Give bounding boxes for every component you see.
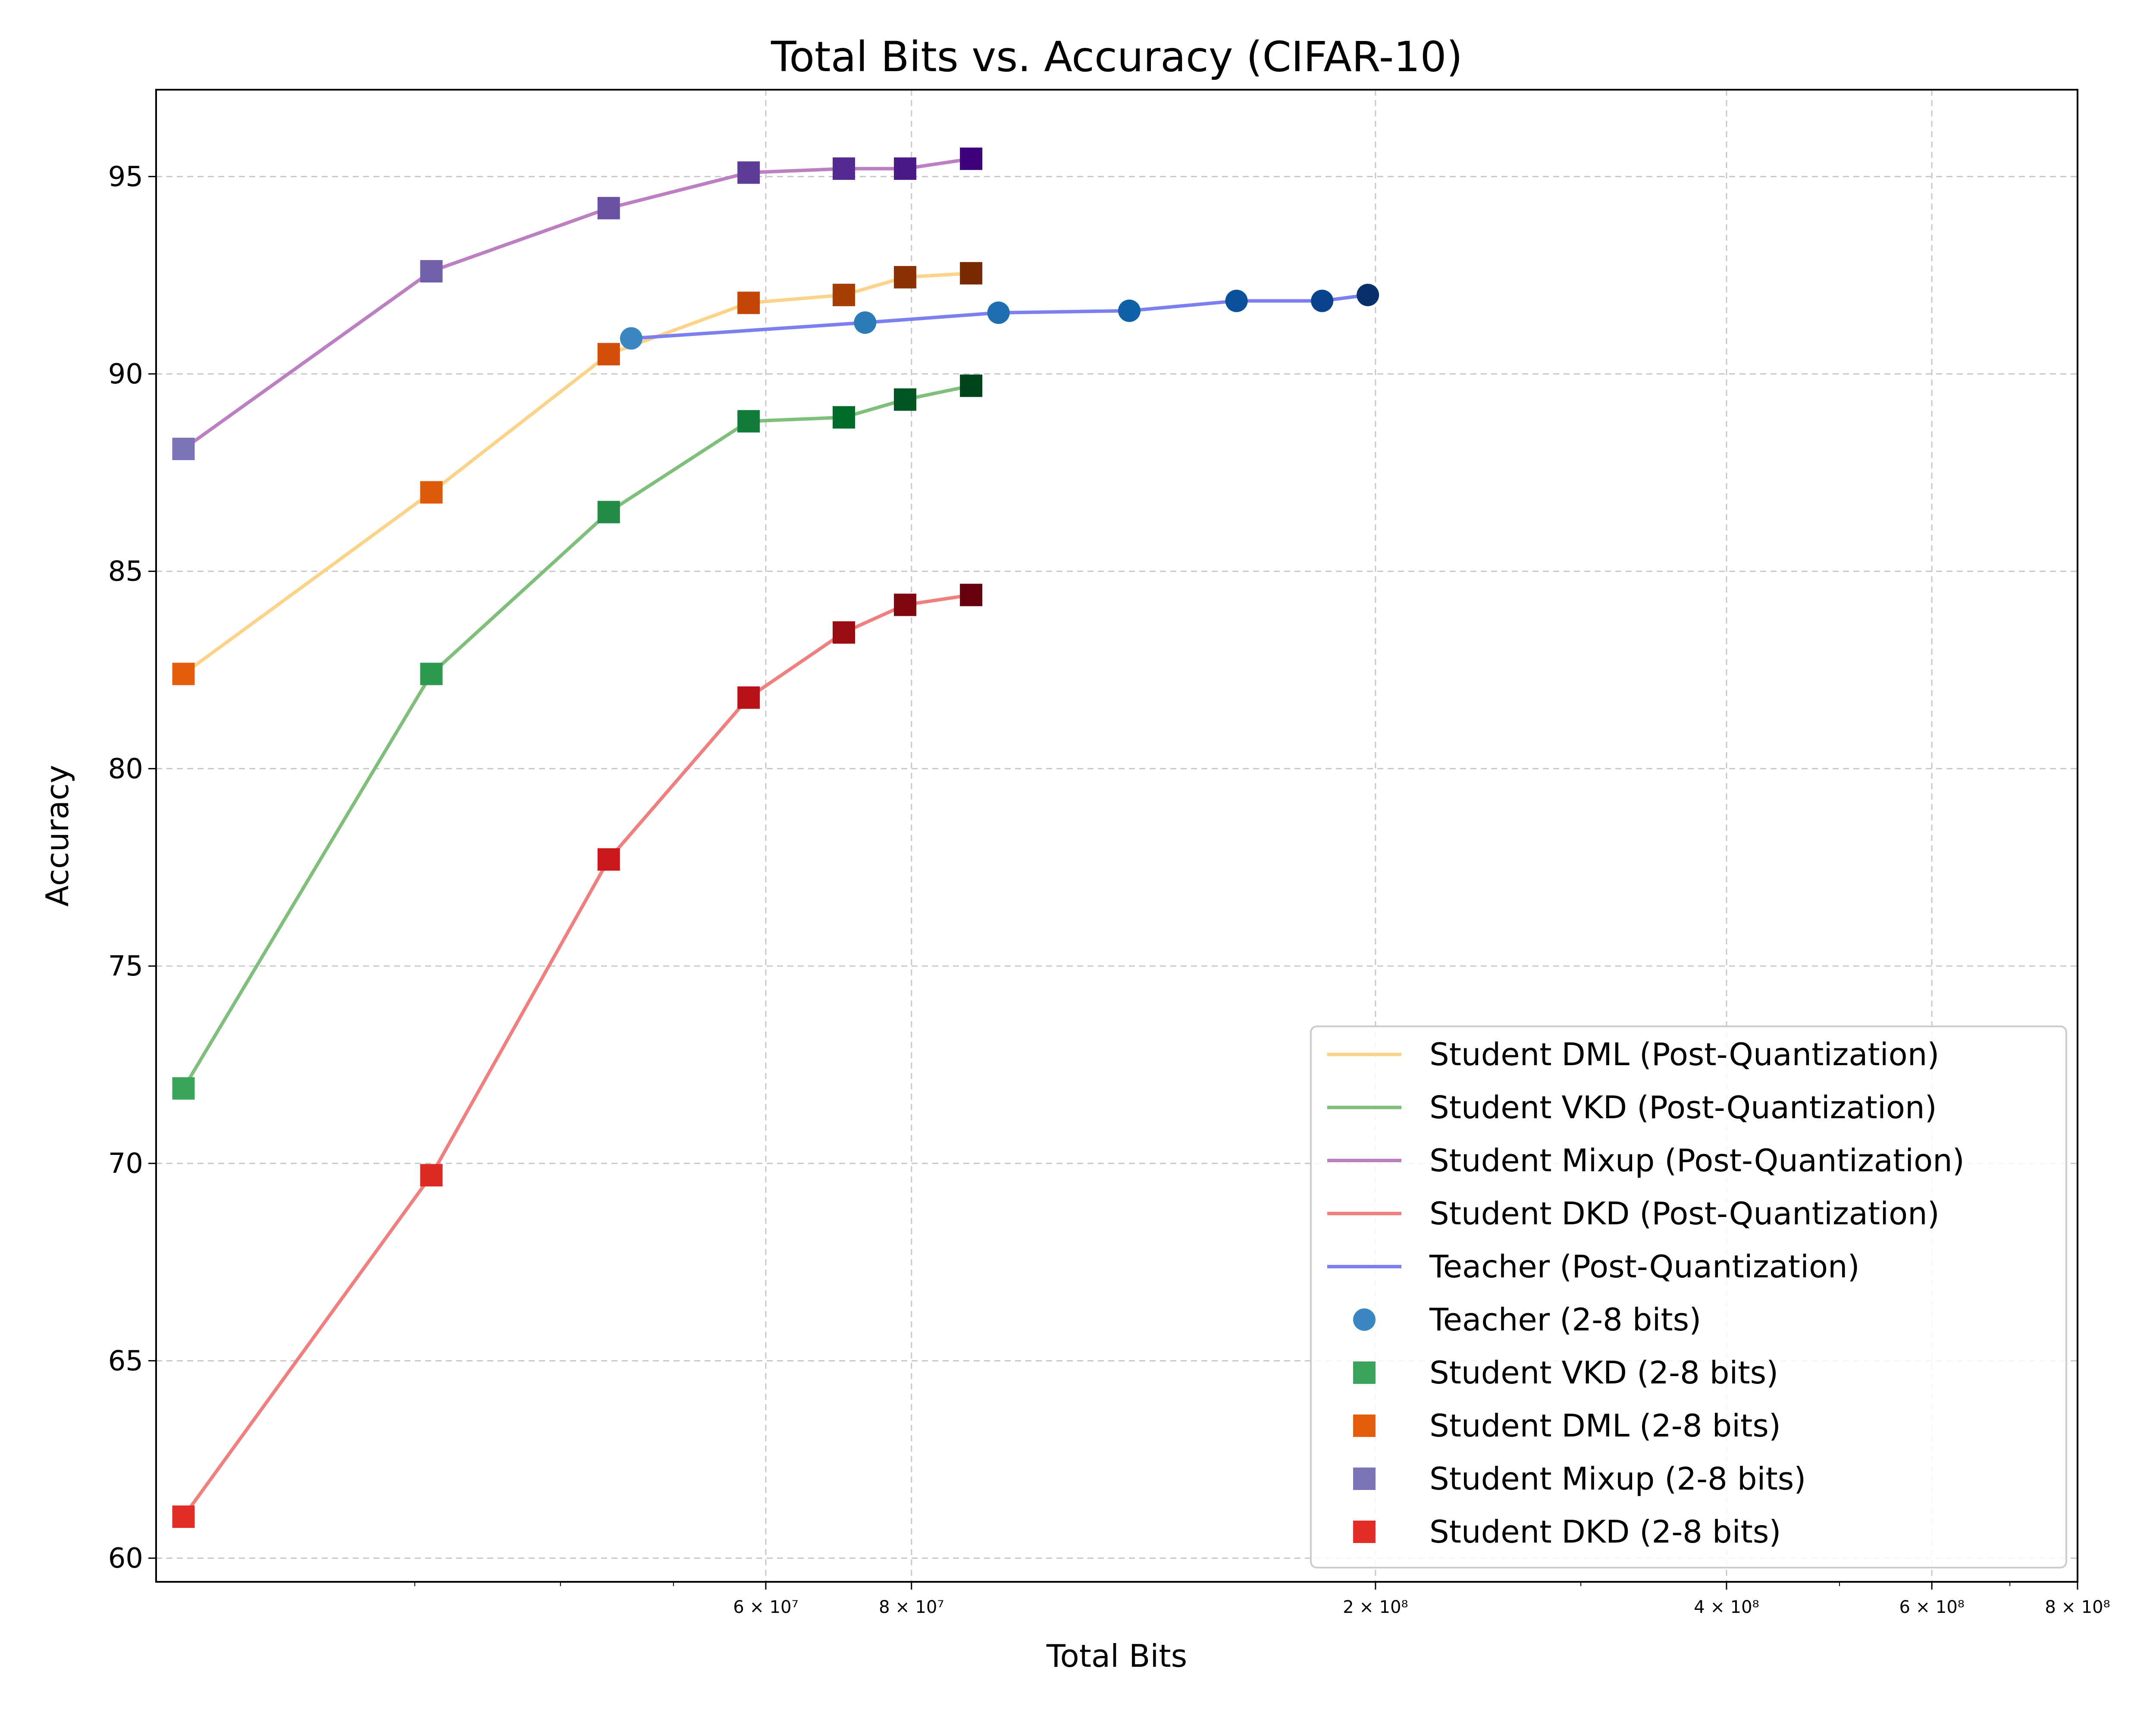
y-axis-label: Accuracy xyxy=(39,765,75,907)
data-point xyxy=(172,437,195,460)
legend-label: Teacher (Post-Quantization) xyxy=(1429,1248,1860,1285)
x-tick-label: 8 × 10⁷ xyxy=(879,1597,944,1617)
legend-label: Student DKD (2-8 bits) xyxy=(1429,1514,1781,1550)
x-tick-label: 6 × 10⁷ xyxy=(733,1597,798,1617)
y-tick-label: 75 xyxy=(108,950,143,982)
data-point xyxy=(420,481,443,504)
data-point xyxy=(737,161,760,184)
legend-marker-swatch xyxy=(1353,1361,1376,1384)
plot-frame xyxy=(155,89,2078,1583)
axis-ticks: 60 65 70 75 80 85 90 95 6 × 10⁷ 8 × 10⁷ 2 × 10⁸ 4 ×… xyxy=(108,161,2110,1617)
y-tick-label: 85 xyxy=(108,556,143,588)
data-point xyxy=(894,157,917,180)
data-point xyxy=(597,343,620,366)
data-point xyxy=(987,301,1010,324)
data-point xyxy=(832,406,855,429)
data-point xyxy=(420,662,443,685)
legend-label: Student VKD (Post-Quantization) xyxy=(1429,1089,1937,1126)
data-point xyxy=(894,593,917,616)
legend-marker-swatch xyxy=(1353,1521,1376,1543)
legend-label: Student DML (Post-Quantization) xyxy=(1429,1036,1939,1073)
legend-label: Student DKD (Post-Quantization) xyxy=(1429,1195,1940,1232)
y-tick-label: 60 xyxy=(108,1543,143,1574)
x-tick-label: 8 × 10⁸ xyxy=(2045,1597,2110,1617)
y-tick-label: 80 xyxy=(108,753,143,785)
x-tick-label: 2 × 10⁸ xyxy=(1343,1597,1408,1617)
data-point xyxy=(1357,283,1379,306)
x-tick-label: 4 × 10⁸ xyxy=(1694,1597,1759,1617)
legend-marker-swatch xyxy=(1353,1414,1376,1437)
chart-title: Total Bits vs. Accuracy (CIFAR-10) xyxy=(771,33,1463,81)
data-point xyxy=(960,147,983,170)
y-tick-label: 65 xyxy=(108,1345,143,1377)
legend-box xyxy=(1310,1026,2067,1568)
legend-label: Student Mixup (Post-Quantization) xyxy=(1429,1142,1965,1179)
data-point xyxy=(420,1164,443,1187)
data-point xyxy=(1118,299,1141,322)
data-point xyxy=(960,262,983,285)
legend-label: Teacher (2-8 bits) xyxy=(1429,1302,1701,1338)
legend-label: Student VKD (2-8 bits) xyxy=(1429,1355,1778,1391)
data-point xyxy=(420,260,443,283)
data-point xyxy=(597,501,620,524)
series-points xyxy=(172,147,1379,1528)
y-tick-label: 70 xyxy=(108,1148,143,1180)
data-point xyxy=(737,686,760,709)
legend-label: Student DML (2-8 bits) xyxy=(1429,1408,1781,1444)
data-point xyxy=(597,197,620,220)
data-point xyxy=(832,283,855,306)
x-tick-label: 6 × 10⁸ xyxy=(1899,1597,1964,1617)
data-point xyxy=(620,327,642,350)
data-point xyxy=(894,266,917,289)
legend-marker-swatch xyxy=(1353,1308,1376,1331)
data-point xyxy=(1225,289,1248,312)
data-point xyxy=(832,157,855,180)
data-point xyxy=(894,388,917,411)
data-point xyxy=(854,311,877,334)
x-axis-label: Total Bits xyxy=(1046,1638,1187,1674)
legend-marker-swatch xyxy=(1353,1468,1376,1490)
data-point xyxy=(172,1077,195,1100)
data-point xyxy=(172,662,195,685)
legend-label: Student Mixup (2-8 bits) xyxy=(1429,1461,1806,1497)
data-point xyxy=(960,583,983,606)
data-point xyxy=(737,292,760,314)
data-point xyxy=(737,410,760,433)
data-point xyxy=(597,848,620,871)
data-point xyxy=(960,374,983,397)
y-tick-label: 95 xyxy=(108,161,143,193)
y-tick-label: 90 xyxy=(108,358,143,390)
legend: Student DML (Post-Quantization) Student V… xyxy=(1310,1026,2067,1568)
data-point xyxy=(172,1505,195,1528)
data-point xyxy=(832,621,855,644)
data-point xyxy=(1311,289,1334,312)
